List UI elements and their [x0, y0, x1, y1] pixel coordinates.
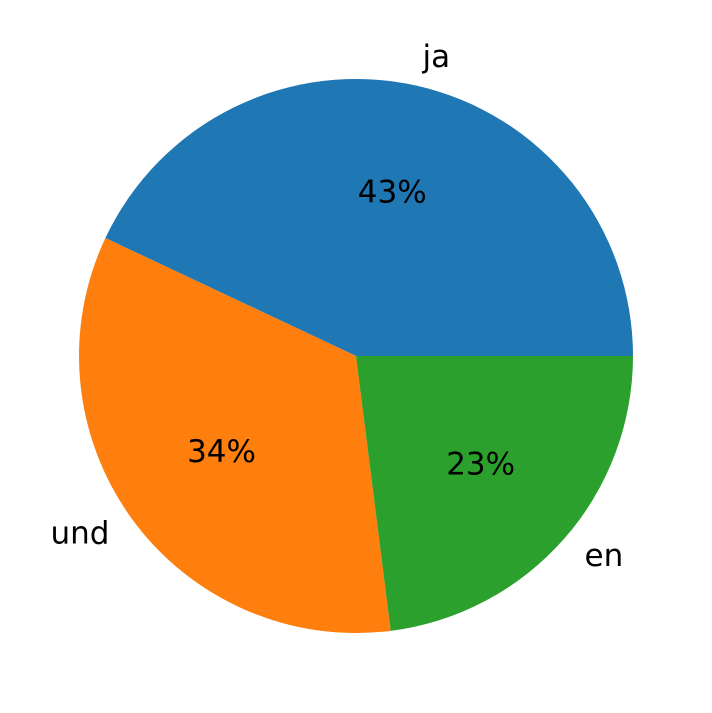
slice-label: und	[51, 516, 110, 552]
percent-label: 43%	[358, 174, 427, 210]
slice-label: ja	[421, 39, 450, 75]
percent-label: 23%	[446, 446, 515, 482]
pie-slice	[356, 356, 633, 631]
percent-label: 34%	[187, 434, 256, 470]
slice-label: en	[585, 538, 624, 574]
pie-slice	[79, 238, 391, 634]
pie-slice	[105, 79, 633, 356]
